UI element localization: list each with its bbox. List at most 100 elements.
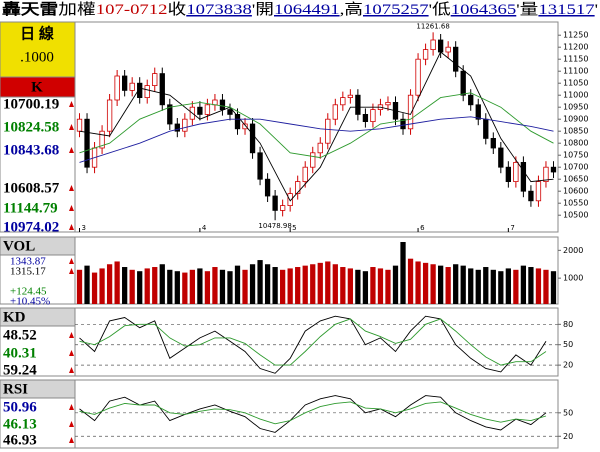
- candle-body: [197, 106, 203, 115]
- volume-bar: [287, 268, 293, 304]
- y-tick-label: 10900: [563, 115, 588, 124]
- volume-bar: [91, 272, 98, 304]
- moving-average: [79, 116, 554, 163]
- candle-body: [279, 205, 286, 211]
- candle-body: [144, 85, 150, 98]
- candle-body: [483, 118, 489, 139]
- candle-body: [325, 118, 331, 144]
- x-tick-label: 4: [202, 224, 207, 232]
- y-tick-label: 11050: [563, 79, 588, 88]
- header-segment: 1075257: [363, 2, 429, 18]
- volume-bar: [144, 268, 150, 304]
- volume-bar: [460, 265, 466, 304]
- candle-body: [355, 94, 361, 115]
- y-tick-label: 10750: [563, 151, 588, 160]
- readout: 1343.87: [10, 256, 46, 268]
- volume-bar: [415, 261, 421, 304]
- candle-body: [182, 118, 188, 132]
- volume-bar: [84, 265, 90, 304]
- readout: 50.96: [3, 399, 37, 415]
- volume-bar: [76, 269, 83, 304]
- volume-bar: [475, 269, 481, 304]
- candle-body: [445, 46, 451, 53]
- y-tick-label: 1000: [563, 274, 583, 283]
- y-tick-label: 10950: [563, 103, 588, 112]
- volume-bar: [295, 267, 301, 304]
- candle-body: [347, 94, 354, 98]
- volume-bar: [430, 264, 436, 304]
- up-arrow: [69, 437, 74, 443]
- candle-body: [99, 130, 105, 149]
- candle-body: [528, 190, 534, 202]
- indicator-line: [79, 401, 547, 425]
- label-box: [0, 307, 76, 327]
- y-tick-label: 11250: [563, 31, 588, 40]
- moving-average: [79, 51, 554, 202]
- annotation: 11261.68: [416, 22, 449, 30]
- up-arrow: [69, 205, 74, 211]
- volume-bar: [212, 267, 218, 304]
- period-title: 日 線: [20, 24, 54, 42]
- candle-body: [227, 109, 233, 115]
- panel-label: K: [31, 79, 43, 95]
- volume-bar: [528, 267, 534, 304]
- y-tick-label: 80: [563, 320, 573, 329]
- panel-label: VOL: [3, 238, 35, 254]
- up-arrow: [69, 185, 74, 191]
- header-segment: 轟天雷: [2, 0, 58, 18]
- candle-body: [317, 142, 323, 154]
- volume-bar: [317, 262, 323, 304]
- volume-bar: [272, 267, 278, 304]
- candle-body: [167, 104, 173, 125]
- candle-body: [152, 73, 158, 86]
- moving-average: [79, 92, 554, 159]
- volume-bar: [204, 271, 211, 304]
- volume-bar: [543, 269, 549, 304]
- volume-bar: [159, 264, 165, 304]
- y-tick-label: 10850: [563, 127, 588, 136]
- y-tick-label: 10500: [563, 211, 588, 220]
- y-tick-label: 50: [563, 408, 573, 417]
- volume-bar: [122, 267, 128, 304]
- up-arrow: [69, 421, 74, 427]
- header-segment: 收: [168, 1, 187, 18]
- candle-body: [310, 152, 316, 168]
- candle-body: [535, 181, 542, 202]
- candle-body: [340, 97, 346, 106]
- volume-bar: [137, 271, 143, 304]
- candle-body: [204, 104, 211, 115]
- header-segment: 1064491: [274, 2, 340, 18]
- volume-bar: [264, 264, 271, 304]
- plot-area: [74, 307, 559, 377]
- volume-bar: [302, 265, 308, 304]
- readout: 11144.79: [3, 200, 58, 216]
- plot-area: [74, 21, 559, 233]
- volume-bar: [513, 269, 519, 304]
- candle-body: [505, 166, 512, 182]
- candle-body: [407, 94, 414, 130]
- candle-body: [219, 99, 226, 110]
- candle-body: [234, 114, 241, 130]
- candle-body: [520, 161, 527, 192]
- header-segment: 1073838: [186, 2, 252, 18]
- candle-body: [422, 49, 429, 60]
- volume-bar: [310, 264, 316, 304]
- volume-bar: [257, 260, 263, 304]
- volume-bar: [453, 264, 459, 304]
- y-tick-label: 11000: [563, 91, 588, 100]
- plot-area: [74, 379, 559, 449]
- y-tick-label: 10550: [563, 199, 588, 208]
- candle-body: [362, 114, 369, 123]
- candle-body: [332, 104, 338, 120]
- header-segment: '開: [252, 2, 274, 18]
- candle-body: [114, 75, 120, 101]
- x-tick-label: 5: [292, 224, 296, 232]
- header-segment: 131517: [538, 2, 595, 18]
- volume-bar: [468, 268, 474, 304]
- header-segment: '量: [516, 2, 538, 18]
- candle-body: [287, 193, 293, 207]
- candle-body: [121, 75, 128, 91]
- candle-body: [137, 82, 143, 98]
- header-segment: 107-0712: [96, 2, 168, 18]
